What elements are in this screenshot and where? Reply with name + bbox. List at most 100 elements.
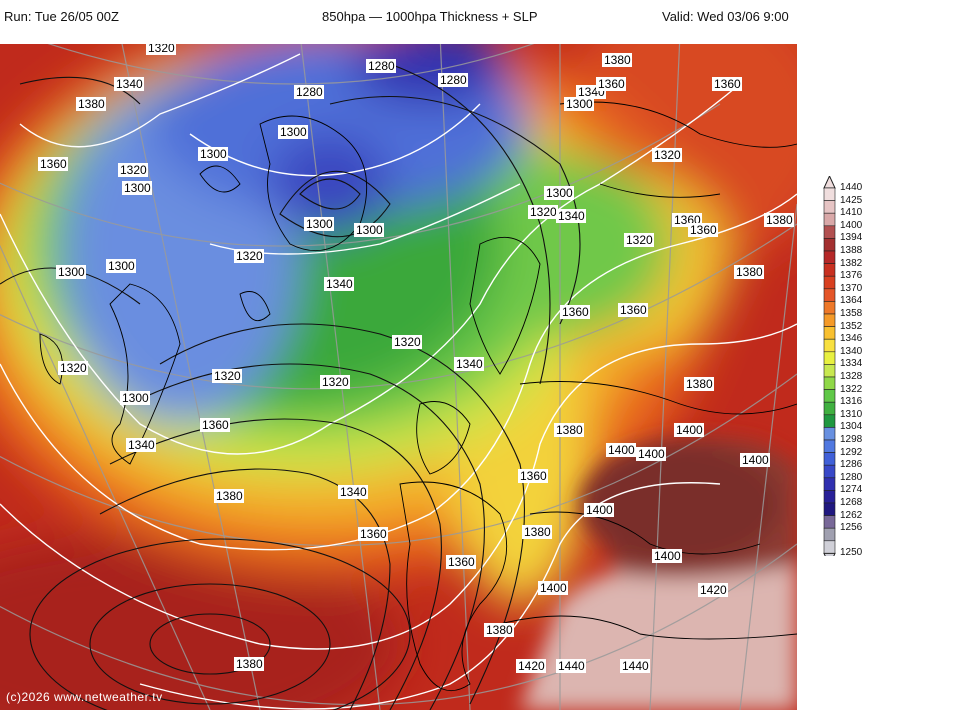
color-scale-legend: 1440 1425 1410 1400 1394 1388 1382 1376 1370 1364…: [822, 176, 882, 559]
legend-value: 1322: [840, 383, 863, 395]
legend-swatch: [823, 275, 836, 290]
contour-label-background: [620, 659, 650, 673]
legend-swatch: [823, 490, 836, 504]
contour-label-background: [538, 581, 568, 595]
contour-label-text: 1300: [108, 259, 135, 273]
weather-map: 1320 1340 1380 1280 1280 1280 1380 1360 1300 1340…: [0, 44, 797, 710]
contour-label: 1380: [214, 489, 244, 503]
map-canvas: 1320134013801280128012801380136013001340…: [0, 44, 797, 710]
contour-label-text: 1360: [202, 418, 229, 432]
contour-label-text: 1360: [690, 223, 717, 237]
contour-label-background: [484, 623, 514, 637]
contour-label-background: [518, 469, 548, 483]
contour-label-background: [674, 423, 704, 437]
legend-value: 1400: [840, 219, 863, 231]
legend-value: 1410: [840, 207, 863, 219]
contour-label-background: [366, 59, 396, 73]
contour-label-text: 1420: [518, 659, 545, 673]
contour-label-background: [320, 375, 350, 389]
contour-label-background: [114, 77, 144, 91]
contour-label: 1300: [120, 391, 150, 405]
contour-label-text: 1360: [448, 555, 475, 569]
contour-label-text: 1300: [58, 265, 85, 279]
contour-label-background: [618, 303, 648, 317]
contour-label-background: [688, 223, 718, 237]
contour-label: 1420: [516, 659, 546, 673]
contour-label-text: 1360: [714, 77, 741, 91]
contour-label: 1300: [564, 97, 594, 111]
contour-label-text: 1380: [686, 377, 713, 391]
contour-label-background: [198, 147, 228, 161]
contour-label: 1360: [618, 303, 648, 317]
legend-swatch: [823, 464, 836, 479]
legend-value: 1352: [840, 320, 863, 332]
contour-label-text: 1300: [546, 186, 573, 200]
legend-value: 1340: [840, 345, 863, 357]
contour-label-text: 1380: [556, 423, 583, 437]
legend-value: 1250: [840, 547, 863, 559]
contour-label-background: [528, 205, 558, 219]
legend-swatch: [823, 376, 836, 390]
legend-swatch: [823, 326, 836, 340]
contour-label: 1360: [200, 418, 230, 432]
chart-title: 850hpa — 1000hpa Thickness + SLP: [322, 9, 538, 24]
contour-label-text: 1340: [456, 357, 483, 371]
legend-value: 1256: [840, 522, 863, 534]
legend-value: 1364: [840, 295, 863, 307]
legend-value: 1286: [840, 459, 863, 471]
contour-label: 1360: [38, 157, 68, 171]
legend-value: 1346: [840, 333, 863, 345]
contour-label-text: 1400: [540, 581, 567, 595]
contour-label: 1340: [126, 438, 156, 452]
contour-label: 1300: [106, 259, 136, 273]
legend-value: 1310: [840, 408, 863, 420]
contour-label-text: 1300: [200, 147, 227, 161]
legend-value: 1382: [840, 257, 863, 269]
contour-label-background: [146, 44, 176, 55]
contour-label-background: [120, 391, 150, 405]
legend-swatch: [823, 250, 836, 264]
contour-label-background: [556, 659, 586, 673]
legend-swatch: [823, 338, 836, 353]
contour-label-background: [584, 503, 614, 517]
contour-label-text: 1300: [306, 217, 333, 231]
contour-label-text: 1380: [604, 53, 631, 67]
contour-label-text: 1340: [116, 77, 143, 91]
contour-label-background: [556, 209, 586, 223]
contour-label-background: [278, 125, 308, 139]
legend-swatch: [823, 452, 836, 466]
legend-value: 1262: [840, 509, 863, 521]
contour-label: 1340: [454, 357, 484, 371]
contour-label: 1380: [522, 525, 552, 539]
contour-label-background: [712, 77, 742, 91]
contour-label-text: 1360: [520, 469, 547, 483]
contour-label-background: [652, 148, 682, 162]
legend-swatch: [823, 238, 836, 252]
contour-label-text: 1380: [236, 657, 263, 671]
contour-label: 1340: [556, 209, 586, 223]
copyright-text: (c)2026 www.netweather.tv: [6, 690, 163, 704]
contour-label: 1380: [484, 623, 514, 637]
legend-swatch: [823, 389, 836, 403]
contour-label: 1400: [652, 549, 682, 563]
legend-bottom-arrow: [823, 552, 836, 556]
contour-label: 1380: [554, 423, 584, 437]
contour-label-text: 1380: [486, 623, 513, 637]
contour-label-background: [564, 97, 594, 111]
thickness-labels: 1320134013801280128012801380136013001340…: [38, 44, 794, 673]
contour-label-text: 1340: [340, 485, 367, 499]
legend-value: 1334: [840, 358, 863, 370]
contour-label: 1360: [518, 469, 548, 483]
contour-label-background: [354, 223, 384, 237]
contour-label-text: 1340: [128, 438, 155, 452]
legend-value: 1440: [840, 182, 863, 193]
contour-label-text: 1320: [60, 361, 87, 375]
legend-value: 1370: [840, 282, 863, 294]
legend-swatch: [823, 187, 836, 201]
contour-label-text: 1380: [766, 213, 793, 227]
legend-swatch: [823, 364, 836, 378]
contour-label-text: 1400: [742, 453, 769, 467]
contour-label-background: [554, 423, 584, 437]
legend-swatch: [823, 313, 836, 327]
contour-label-text: 1320: [148, 44, 175, 55]
